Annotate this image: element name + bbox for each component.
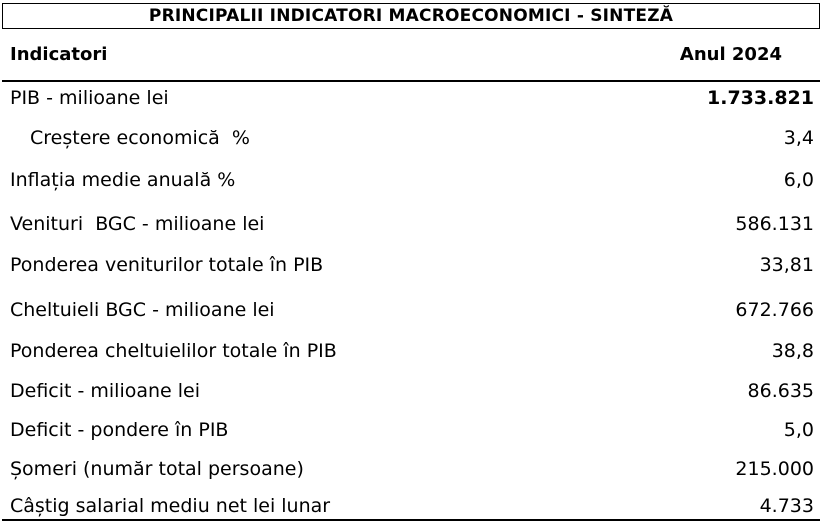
- row-label: Deficit - pondere în PIB: [10, 419, 229, 441]
- row-label: PIB - milioane lei: [10, 87, 169, 109]
- row-value: 38,8: [771, 340, 814, 362]
- row-label: Creștere economică %: [30, 127, 250, 149]
- row-label: Venituri BGC - milioane lei: [10, 213, 265, 235]
- row-label: Ponderea cheltuielilor totale în PIB: [10, 340, 337, 362]
- row-label: Câștig salarial mediu net lei lunar: [10, 495, 331, 517]
- row-value: 4.733: [759, 495, 814, 517]
- row-label: Inflația medie anuală %: [10, 169, 236, 191]
- row-value: 5,0: [783, 419, 814, 441]
- table-title: PRINCIPALII INDICATORI MACROECONOMICI - …: [2, 3, 820, 29]
- table-header-row: Indicatori Anul 2024: [2, 29, 820, 82]
- column-header-year: Anul 2024: [679, 44, 782, 65]
- row-label: Ponderea veniturilor totale în PIB: [10, 254, 324, 276]
- row-value: 6,0: [783, 169, 814, 191]
- row-value: 215.000: [735, 458, 814, 480]
- row-label: Cheltuieli BGC - milioane lei: [10, 299, 275, 321]
- row-label: Deficit - milioane lei: [10, 380, 201, 402]
- column-header-indicators: Indicatori: [10, 44, 108, 65]
- row-label: Șomeri (număr total persoane): [10, 458, 304, 480]
- row-value: 672.766: [735, 299, 814, 321]
- row-value: 86.635: [747, 380, 814, 402]
- row-value: 1.733.821: [707, 87, 814, 109]
- table-bottom-rule: [2, 519, 820, 521]
- row-value: 3,4: [783, 127, 814, 149]
- row-value: 33,81: [759, 254, 814, 276]
- row-value: 586.131: [735, 213, 814, 235]
